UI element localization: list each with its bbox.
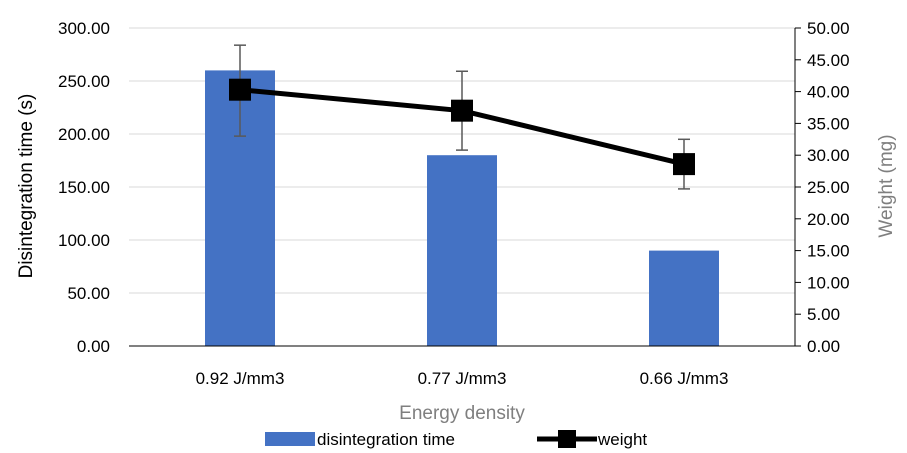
weight-series — [229, 78, 695, 176]
legend-swatch-marker — [558, 430, 576, 448]
y-tick-label: 250.00 — [58, 72, 110, 91]
y-tick-label: 150.00 — [58, 178, 110, 197]
y2-axis-title: Weight (mg) — [876, 134, 897, 237]
y-tick-label: 0.00 — [77, 337, 110, 356]
x-tick-label: 0.92 J/mm3 — [196, 369, 285, 388]
category-labels: 0.92 J/mm3 0.77 J/mm3 0.66 J/mm3 — [196, 369, 729, 388]
weight-point — [229, 78, 251, 101]
y2-tick-label: 45.00 — [807, 51, 850, 70]
legend-swatch-bar — [265, 432, 315, 446]
y2-tick-label: 30.00 — [807, 146, 850, 165]
legend-label-line: weight — [597, 430, 647, 449]
bar — [427, 155, 497, 346]
legend: disintegration time weight — [265, 430, 647, 449]
y2-tick-label: 20.00 — [807, 210, 850, 229]
right-axis-ticks: 0.00 5.00 10.00 15.00 20.00 25.00 30.00 35.00 40… — [795, 19, 850, 356]
y2-tick-label: 25.00 — [807, 178, 850, 197]
y-axis-title: Disintegration time (s) — [16, 94, 37, 279]
y-tick-label: 50.00 — [67, 284, 110, 303]
weight-point — [451, 99, 473, 122]
y-tick-label: 300.00 — [58, 19, 110, 38]
y2-tick-label: 15.00 — [807, 242, 850, 261]
weight-point — [673, 153, 695, 176]
y2-tick-label: 10.00 — [807, 273, 850, 292]
y-tick-label: 200.00 — [58, 125, 110, 144]
y-tick-label: 100.00 — [58, 231, 110, 250]
x-tick-label: 0.77 J/mm3 — [418, 369, 507, 388]
legend-label-bar: disintegration time — [317, 430, 455, 449]
y2-tick-label: 40.00 — [807, 83, 850, 102]
x-axis-title: Energy density — [399, 403, 525, 424]
y2-tick-label: 0.00 — [807, 337, 840, 356]
y2-tick-label: 35.00 — [807, 114, 850, 133]
y2-tick-label: 5.00 — [807, 305, 840, 324]
left-axis-ticks: 0.00 50.00 100.00 150.00 200.00 250.00 300.00 — [58, 19, 110, 356]
x-tick-label: 0.66 J/mm3 — [640, 369, 729, 388]
bar — [649, 250, 719, 346]
bar-series — [205, 70, 719, 347]
y2-tick-label: 50.00 — [807, 19, 850, 38]
